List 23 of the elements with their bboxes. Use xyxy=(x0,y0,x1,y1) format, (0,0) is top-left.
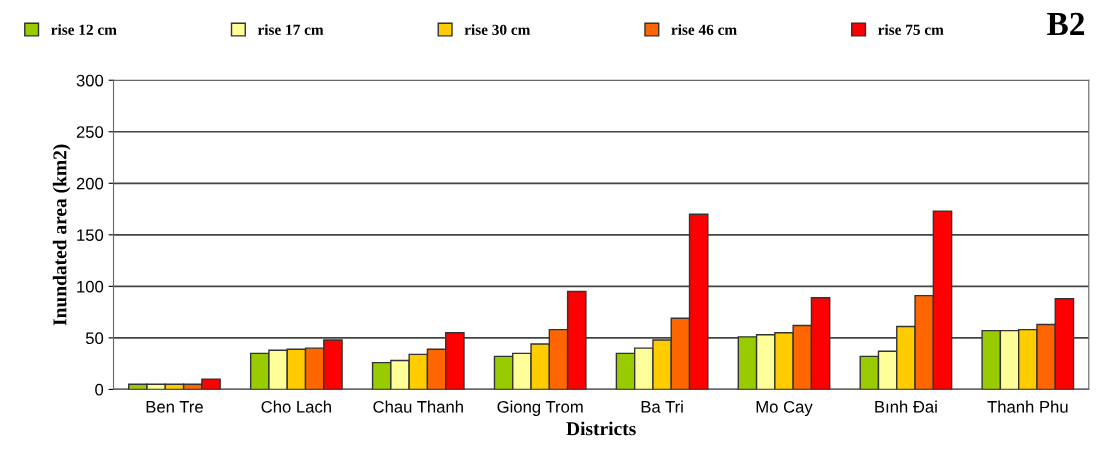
x-tick-label: Bınh Đai xyxy=(875,400,937,413)
x-tick-label: Chau Thanh xyxy=(373,400,463,413)
y-tick-label: 100 xyxy=(77,280,104,293)
x-tick-label: Ben Tre xyxy=(146,401,203,413)
y-axis-title: Inundated area (km2) xyxy=(52,144,71,326)
y-tick-label: 150 xyxy=(77,229,104,242)
x-tick-label: Giong Trom xyxy=(497,400,583,417)
legend-label: rise 12 cm xyxy=(51,24,117,35)
y-tick-label: 250 xyxy=(76,126,104,138)
chart-title: B2 xyxy=(1047,12,1085,36)
y-tick-label: 200 xyxy=(76,177,104,190)
y-tick-label: 300 xyxy=(76,74,104,87)
x-tick-label: Thanh Phu xyxy=(987,400,1068,413)
x-tick-label: Cho Lach xyxy=(261,400,331,413)
x-tick-label: Ba Tri xyxy=(641,400,683,413)
x-axis-title: Districts xyxy=(566,421,636,436)
y-tick-label: 50 xyxy=(85,332,104,345)
y-tick-label: 0 xyxy=(95,383,104,396)
legend-label: rise 75 cm xyxy=(878,24,944,35)
legend-label: rise 46 cm xyxy=(671,24,737,35)
legend-label: rise 30 cm xyxy=(464,24,531,35)
legend-label: rise 17 cm xyxy=(257,24,324,35)
x-tick-label: Mo Cay xyxy=(756,400,813,417)
